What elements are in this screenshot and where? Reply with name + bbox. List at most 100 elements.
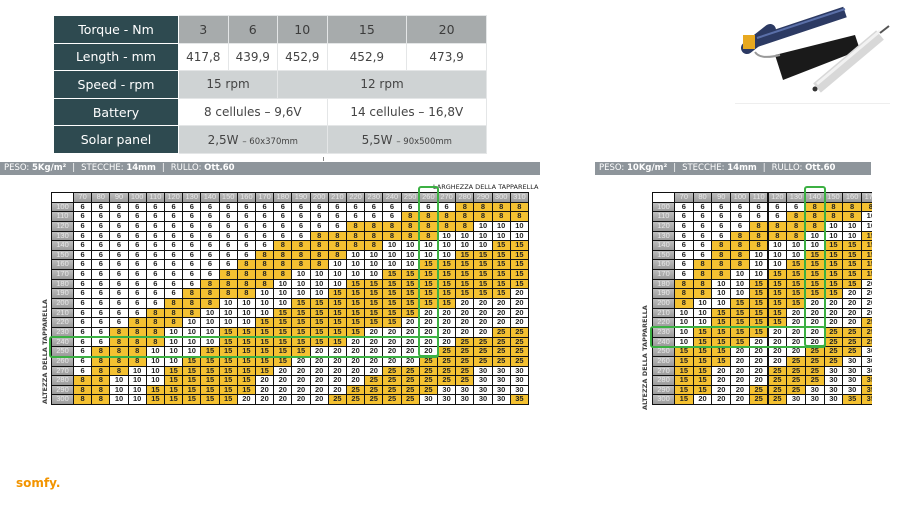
table-cell: 15 bbox=[824, 241, 843, 250]
table-cell: 15 bbox=[401, 279, 419, 289]
table-cell: 6 bbox=[165, 212, 183, 221]
table-cell: 15 bbox=[183, 376, 201, 385]
table-cell: 8 bbox=[256, 279, 274, 289]
table-cell: 20 bbox=[365, 356, 383, 366]
table-cell: 15 bbox=[675, 385, 693, 395]
right-y-axis-label: ALTEZZA DELLA TAPPARELLA bbox=[641, 305, 649, 410]
table-cell: 25 bbox=[492, 327, 510, 337]
table-cell: 10 bbox=[768, 260, 787, 270]
table-cell: 30 bbox=[492, 376, 510, 385]
table-cell: 25 bbox=[456, 356, 474, 366]
table-cell: 25 bbox=[456, 337, 474, 347]
table-cell: 6 bbox=[128, 289, 146, 299]
table-cell: 20 bbox=[383, 356, 401, 366]
table-cell: 10 bbox=[219, 318, 237, 327]
spec-row-battery: Battery 8 cellules – 9,6V 14 cellules – … bbox=[53, 97, 487, 127]
table-cell: 15 bbox=[749, 289, 768, 299]
spec-label: Speed - rpm bbox=[53, 70, 179, 99]
table-cell: 15 bbox=[492, 241, 510, 250]
table-cell: 8 bbox=[712, 260, 731, 270]
table-cell: 20 bbox=[310, 347, 328, 356]
table-cell: 15 bbox=[510, 250, 528, 260]
table-cell: 15 bbox=[731, 308, 749, 318]
table-cell: 10 bbox=[256, 289, 274, 299]
table-cell: 15 bbox=[843, 279, 861, 289]
spec-cell: 3 bbox=[178, 15, 229, 44]
table-cell: 10 bbox=[693, 308, 712, 318]
table-cell: 8 bbox=[256, 260, 274, 270]
table-cell: 15 bbox=[675, 395, 693, 405]
table-cell: 20 bbox=[862, 298, 872, 308]
solar-power: 5,5W bbox=[361, 132, 393, 147]
table-cell: 6 bbox=[128, 279, 146, 289]
table-cell: 20 bbox=[843, 318, 861, 327]
table-cell: 15 bbox=[183, 356, 201, 366]
table-cell: 8 bbox=[347, 241, 365, 250]
row-header: 150 bbox=[653, 250, 674, 260]
table-cell: 20 bbox=[292, 366, 310, 376]
table-cell: 6 bbox=[328, 212, 346, 221]
table-cell: 10 bbox=[201, 327, 219, 337]
table-cell: 8 bbox=[274, 250, 292, 260]
table-cell: 6 bbox=[256, 241, 274, 250]
table-cell: 10 bbox=[419, 241, 437, 250]
spec-cell: 20 bbox=[406, 15, 487, 44]
column-header: 110 bbox=[146, 192, 164, 202]
table-cell: 15 bbox=[749, 318, 768, 327]
table-cell: 20 bbox=[787, 308, 805, 318]
table-cell: 15 bbox=[219, 395, 237, 405]
table-cell: 30 bbox=[474, 376, 492, 385]
table-cell: 30 bbox=[862, 356, 872, 366]
column-header: 190 bbox=[292, 192, 310, 202]
table-cell: 10 bbox=[438, 241, 456, 250]
row-header: 290 bbox=[52, 385, 73, 395]
table-cell: 25 bbox=[365, 385, 383, 395]
table-cell: 6 bbox=[128, 241, 146, 250]
table-cell: 30 bbox=[824, 385, 843, 395]
table-cell: 15 bbox=[492, 250, 510, 260]
row-header: 170 bbox=[653, 269, 674, 279]
table-cell: 15 bbox=[456, 289, 474, 299]
table-cell: 15 bbox=[274, 356, 292, 366]
column-header: 100 bbox=[731, 192, 749, 202]
table-cell: 20 bbox=[347, 337, 365, 347]
table-cell: 8 bbox=[510, 212, 528, 221]
table-cell: 25 bbox=[824, 337, 843, 347]
row-header: 190 bbox=[52, 289, 73, 299]
table-cell: 6 bbox=[675, 212, 693, 221]
table-cell: 6 bbox=[92, 298, 110, 308]
table-cell: 15 bbox=[749, 308, 768, 318]
row-header: 280 bbox=[653, 376, 674, 385]
table-cell: 6 bbox=[74, 231, 92, 241]
table-cell: 8 bbox=[712, 269, 731, 279]
table-cell: 6 bbox=[201, 241, 219, 250]
table-cell: 8 bbox=[419, 231, 437, 241]
table-cell: 30 bbox=[474, 385, 492, 395]
table-cell: 15 bbox=[201, 366, 219, 376]
table-cell: 15 bbox=[693, 376, 712, 385]
table-cell: 10 bbox=[787, 250, 805, 260]
table-cell: 8 bbox=[749, 221, 768, 231]
table-cell: 6 bbox=[165, 241, 183, 250]
table-cell: 20 bbox=[787, 327, 805, 337]
column-header: 290 bbox=[474, 192, 492, 202]
table-cell: 35 bbox=[862, 395, 872, 405]
left-chart-info-bar: PESO: 5Kg/m² | STECCHE: 14mm | RULLO: Ott.60 bbox=[0, 162, 540, 175]
table-cell: 6 bbox=[110, 318, 128, 327]
table-cell: 15 bbox=[256, 327, 274, 337]
table-cell: 8 bbox=[474, 212, 492, 221]
table-cell: 8 bbox=[274, 241, 292, 250]
table-cell: 6 bbox=[146, 279, 164, 289]
table-cell: 15 bbox=[843, 260, 861, 270]
table-cell: 8 bbox=[731, 260, 749, 270]
table-cell: 8 bbox=[731, 231, 749, 241]
table-cell: 20 bbox=[456, 298, 474, 308]
table-cell: 6 bbox=[128, 260, 146, 270]
table-cell: 8 bbox=[146, 337, 164, 347]
column-header: 100 bbox=[128, 192, 146, 202]
table-cell: 6 bbox=[92, 279, 110, 289]
row-header: 190 bbox=[653, 289, 674, 299]
table-cell: 6 bbox=[237, 221, 255, 231]
table-cell: 6 bbox=[110, 241, 128, 250]
table-cell: 6 bbox=[92, 221, 110, 231]
